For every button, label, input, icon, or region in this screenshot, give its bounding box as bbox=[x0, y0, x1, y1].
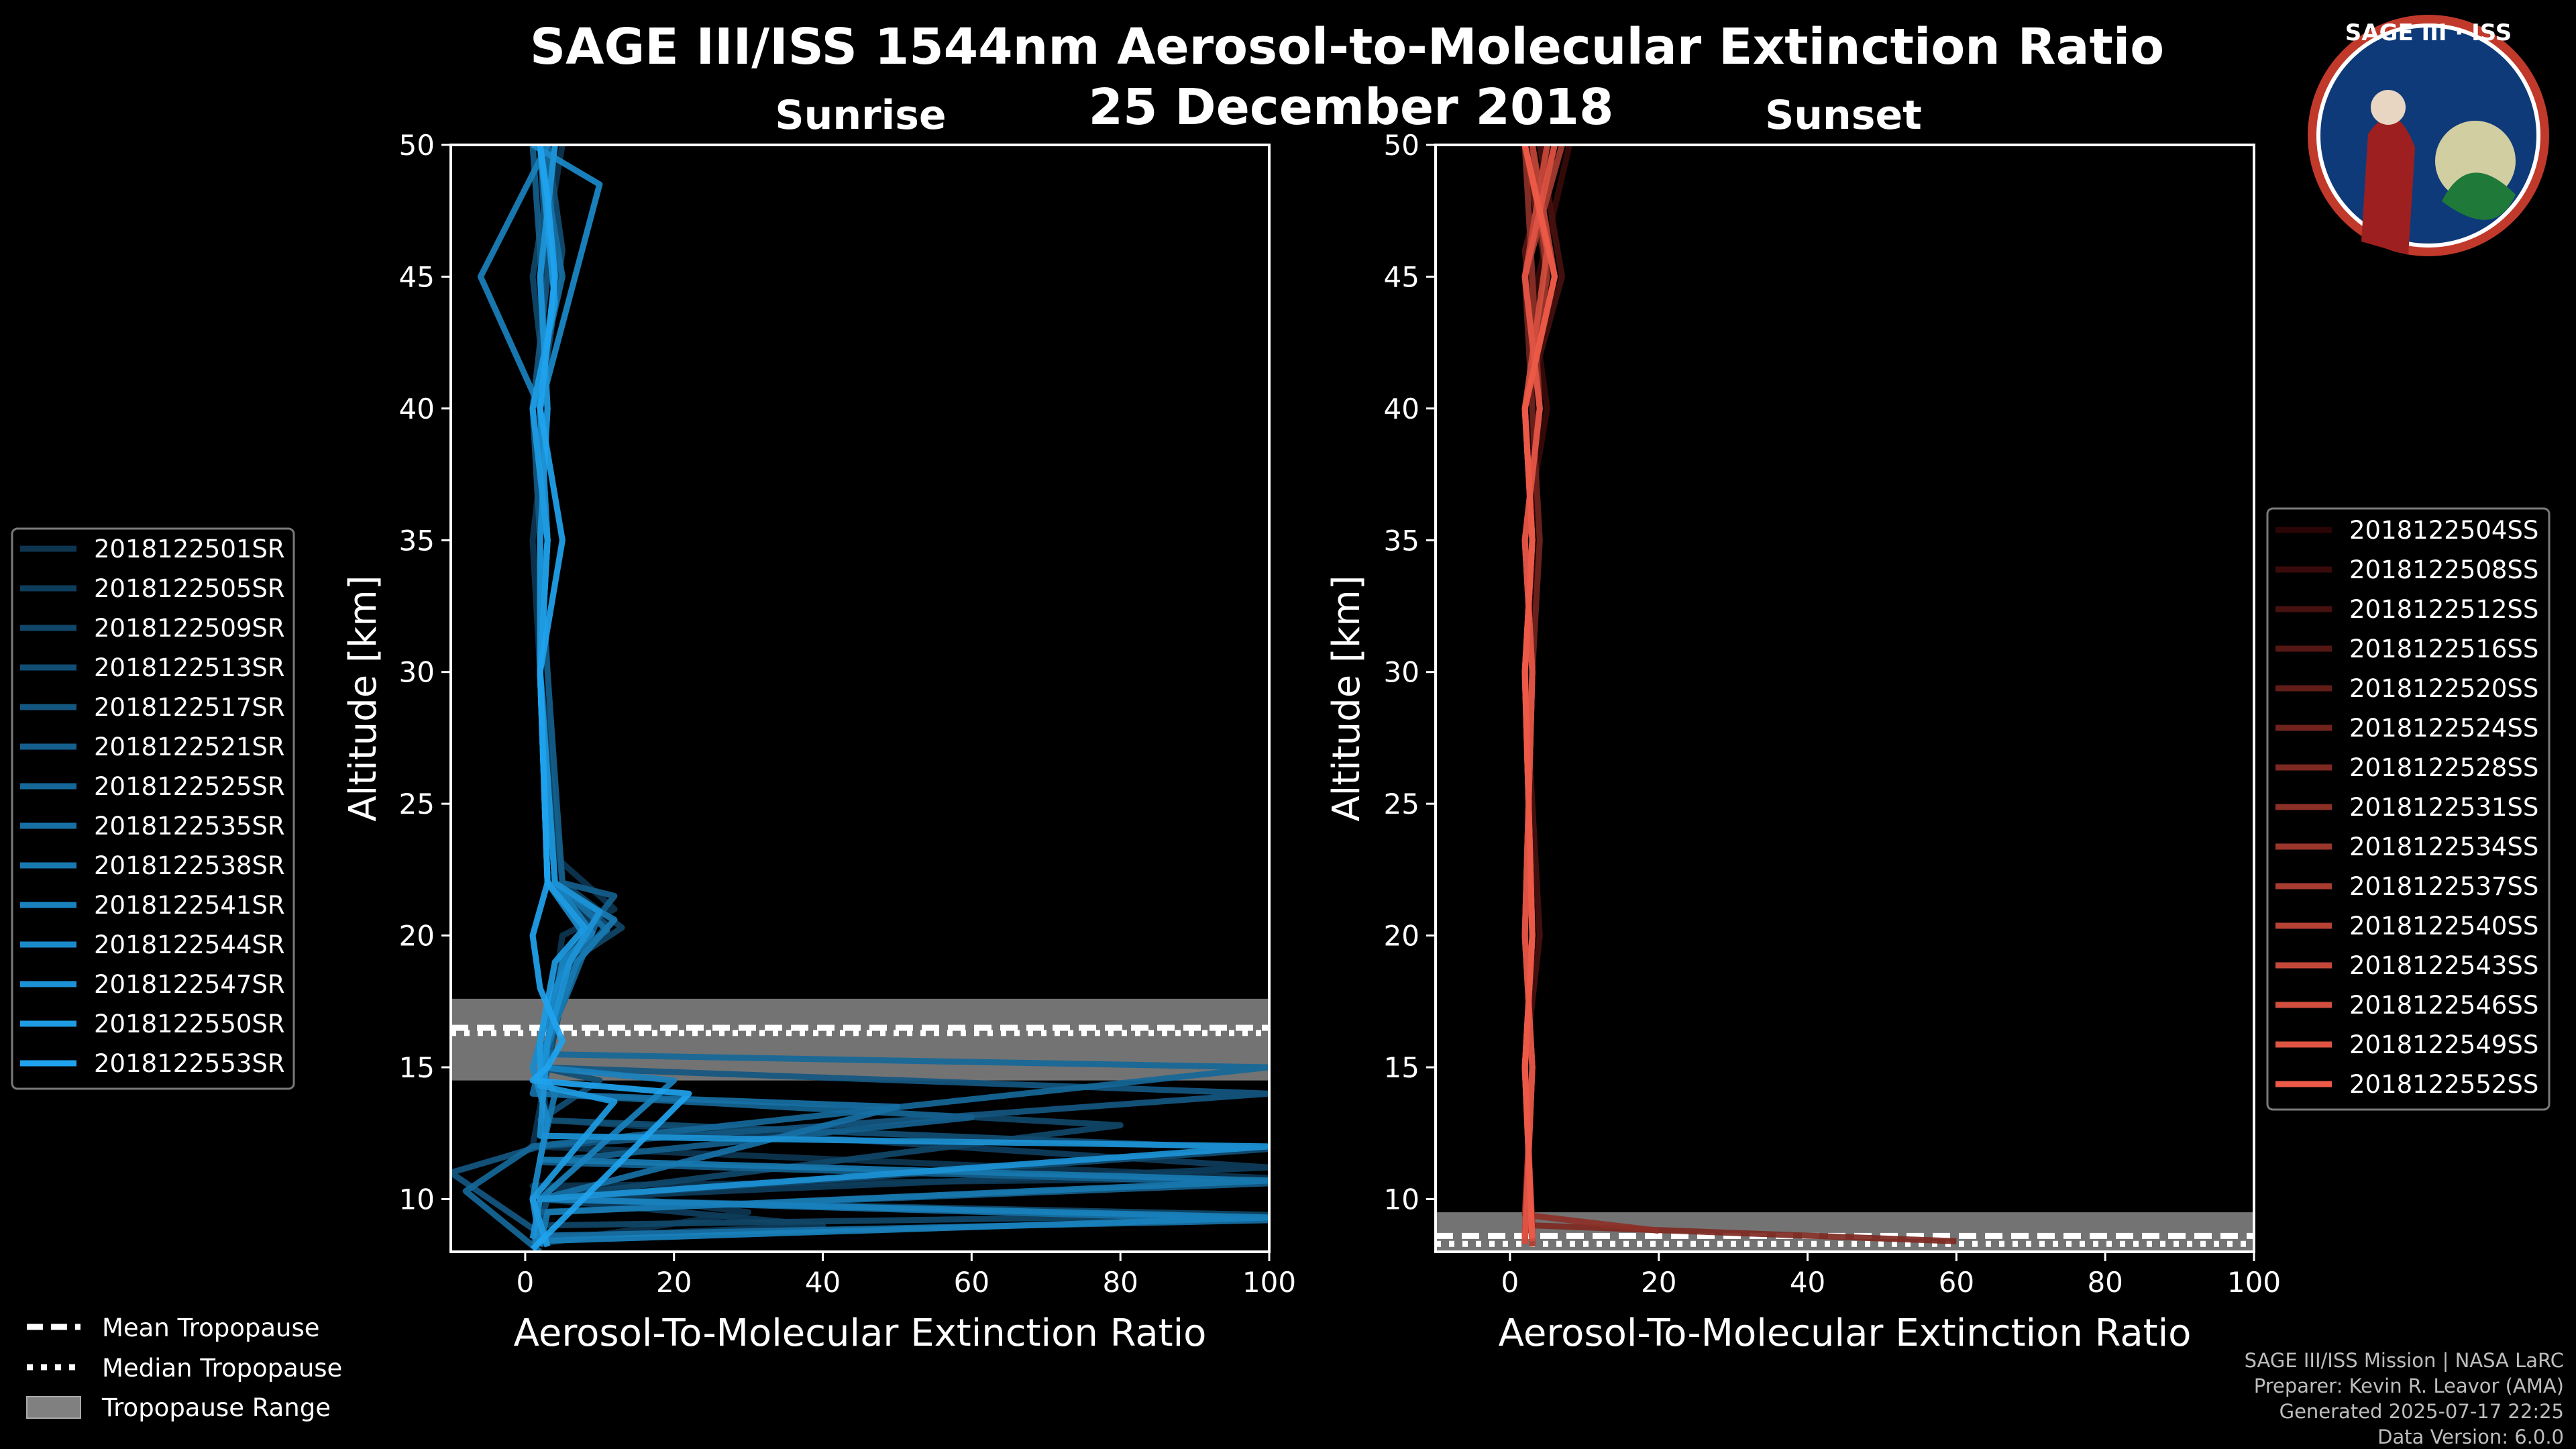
sunset-ytick-label: 50 bbox=[1384, 129, 1419, 162]
sunrise-legend: 2018122501SR 2018122505SR 2018122509SR 2018… bbox=[20, 535, 285, 1078]
sunrise-xtick-label: 20 bbox=[656, 1266, 692, 1299]
sunrise-legend-label: 2018122547SR bbox=[94, 970, 285, 999]
sunrise-legend-label: 2018122535SR bbox=[94, 812, 285, 841]
sunset-legend-label: 2018122508SS bbox=[2349, 555, 2538, 584]
series-line-2018122547SR bbox=[529, 145, 1269, 1240]
footer-generated: Generated 2025-07-17 22:25 bbox=[2279, 1400, 2564, 1423]
sunrise-legend-label: 2018122538SR bbox=[94, 851, 285, 880]
sunrise-xtick-label: 100 bbox=[1242, 1266, 1296, 1299]
sage-iii-iss-logo: SAGE III · ISS bbox=[2308, 15, 2549, 256]
sunrise-ytick-label: 35 bbox=[399, 524, 435, 557]
tropopause-range-swatch bbox=[26, 1396, 81, 1419]
sunset-legend-frame bbox=[2266, 507, 2551, 1111]
sunset-legend-label: 2018122512SS bbox=[2349, 595, 2538, 624]
sunset-ytick-label: 35 bbox=[1384, 524, 1419, 557]
sunrise-legend-label: 2018122517SR bbox=[94, 693, 285, 722]
sunrise-y-axis-label: Altitude [km] bbox=[341, 575, 385, 821]
sunrise-legend-label: 2018122513SR bbox=[94, 653, 285, 682]
sunrise-legend-label: 2018122544SR bbox=[94, 930, 285, 959]
sunrise-ytick-label: 50 bbox=[399, 129, 435, 162]
mean-tropopause-label: Mean Tropopause bbox=[102, 1313, 320, 1342]
footer-data-version: Data Version: 6.0.0 bbox=[2377, 1426, 2564, 1448]
tropopause-range-label: Tropopause Range bbox=[101, 1393, 331, 1422]
sunrise-ytick-label: 15 bbox=[399, 1051, 435, 1084]
sunrise-x-axis-label: Aerosol-To-Molecular Extinction Ratio bbox=[514, 1311, 1207, 1355]
footer-preparer: Preparer: Kevin R. Leavor (AMA) bbox=[2254, 1375, 2564, 1397]
sunset-panel-title: Sunset bbox=[1765, 92, 1922, 139]
sunrise-ytick-label: 30 bbox=[399, 656, 435, 689]
sunset-legend-label: 2018122546SS bbox=[2349, 991, 2538, 1020]
sunset-legend-label: 2018122543SS bbox=[2349, 951, 2538, 980]
sunset-ytick-label: 30 bbox=[1384, 656, 1419, 689]
sunset-ytick-label: 25 bbox=[1384, 788, 1419, 820]
sunset-legend-label: 2018122524SS bbox=[2349, 714, 2538, 743]
sunset-ytick-label: 10 bbox=[1384, 1183, 1419, 1216]
sunset-xtick-label: 20 bbox=[1641, 1266, 1676, 1299]
sunrise-legend-label: 2018122505SR bbox=[94, 574, 285, 603]
sunrise-legend-label: 2018122501SR bbox=[94, 535, 285, 564]
sunset-legend-label: 2018122552SS bbox=[2349, 1070, 2538, 1099]
sunset-legend-label: 2018122520SS bbox=[2349, 674, 2538, 703]
sunrise-panel-title: Sunrise bbox=[775, 92, 946, 139]
sunrise-ytick-label: 25 bbox=[399, 788, 435, 820]
sunrise-ytick-label: 45 bbox=[399, 260, 435, 293]
figure-date: 25 December 2018 bbox=[1089, 78, 1614, 136]
sunset-xtick-label: 60 bbox=[1939, 1266, 1974, 1299]
sunset-xtick-label: 80 bbox=[2087, 1266, 2123, 1299]
sunset-legend: 2018122504SS 2018122508SS 2018122512SS 2018… bbox=[2275, 516, 2538, 1099]
sunset-ytick-label: 20 bbox=[1384, 920, 1419, 953]
footer-credits: SAGE III/ISS Mission | NASA LaRC Prepare… bbox=[2245, 1349, 2564, 1448]
sunset-legend-label: 2018122531SS bbox=[2349, 793, 2538, 822]
sunrise-xtick-label: 0 bbox=[517, 1266, 535, 1299]
sunrise-ytick-label: 20 bbox=[399, 920, 435, 953]
sunrise-legend-label: 2018122525SR bbox=[94, 772, 285, 801]
sunset-legend-label: 2018122540SS bbox=[2349, 912, 2538, 941]
sunset-y-axis-label: Altitude [km] bbox=[1325, 575, 1368, 821]
sunrise-xtick-label: 80 bbox=[1102, 1266, 1138, 1299]
series-line-2018122550SR bbox=[529, 145, 618, 1248]
sunset-ytick-label: 45 bbox=[1384, 260, 1419, 293]
sunset-panel: 0 20 40 60 80 100 10 15 20 25 30 35 40 45 50 Aerosol-To… bbox=[1325, 92, 2281, 1355]
sunset-ytick-label: 40 bbox=[1384, 392, 1419, 425]
sunset-legend-label: 2018122516SS bbox=[2349, 635, 2538, 663]
logo-earth bbox=[2442, 172, 2516, 220]
sunset-xtick-label: 40 bbox=[1790, 1266, 1825, 1299]
figure-title: SAGE III/ISS 1544nm Aerosol-to-Molecular… bbox=[530, 18, 2164, 76]
logo-text: SAGE III · ISS bbox=[2345, 19, 2512, 46]
sunset-legend-label: 2018122537SS bbox=[2349, 872, 2538, 901]
sunrise-legend-label: 2018122550SR bbox=[94, 1010, 285, 1038]
sunset-legend-label: 2018122549SS bbox=[2349, 1030, 2538, 1059]
sunrise-axes-frame bbox=[449, 144, 1271, 1253]
sunrise-ytick-label: 10 bbox=[399, 1183, 435, 1216]
logo-figure-head bbox=[2371, 90, 2406, 125]
series-line-2018122553SR bbox=[529, 145, 692, 1252]
sunrise-legend-label: 2018122553SR bbox=[94, 1049, 285, 1078]
median-tropopause-label: Median Tropopause bbox=[102, 1354, 342, 1383]
logo-figure bbox=[2361, 117, 2415, 255]
sunrise-xtick-label: 40 bbox=[805, 1266, 841, 1299]
sunset-xtick-label: 100 bbox=[2227, 1266, 2281, 1299]
sunrise-ytick-label: 40 bbox=[399, 392, 435, 425]
sunrise-legend-frame bbox=[11, 527, 295, 1090]
sunset-axes-frame bbox=[1434, 144, 2255, 1253]
sunset-ytick-label: 15 bbox=[1384, 1051, 1419, 1084]
sunset-plot-area bbox=[1436, 145, 2254, 1252]
sunset-legend-label: 2018122534SS bbox=[2349, 833, 2538, 861]
footer-mission: SAGE III/ISS Mission | NASA LaRC bbox=[2245, 1349, 2564, 1372]
sunrise-panel: 0 20 40 60 80 100 10 15 20 25 30 35 40 45 50 Aerosol-To… bbox=[341, 92, 1296, 1355]
sunrise-legend-label: 2018122541SR bbox=[94, 891, 285, 920]
sunset-legend-label: 2018122528SS bbox=[2349, 753, 2538, 782]
sunrise-legend-label: 2018122509SR bbox=[94, 614, 285, 643]
sunset-xtick-label: 0 bbox=[1501, 1266, 1519, 1299]
sunrise-xtick-label: 60 bbox=[954, 1266, 989, 1299]
sunset-x-axis-label: Aerosol-To-Molecular Extinction Ratio bbox=[1499, 1311, 2192, 1355]
series-line-2018122552SS bbox=[1521, 145, 1558, 1239]
tropopause-legend: Mean Tropopause Median Tropopause Tropop… bbox=[26, 1313, 342, 1422]
sunrise-legend-label: 2018122521SR bbox=[94, 733, 285, 761]
sunset-legend-label: 2018122504SS bbox=[2349, 516, 2538, 545]
